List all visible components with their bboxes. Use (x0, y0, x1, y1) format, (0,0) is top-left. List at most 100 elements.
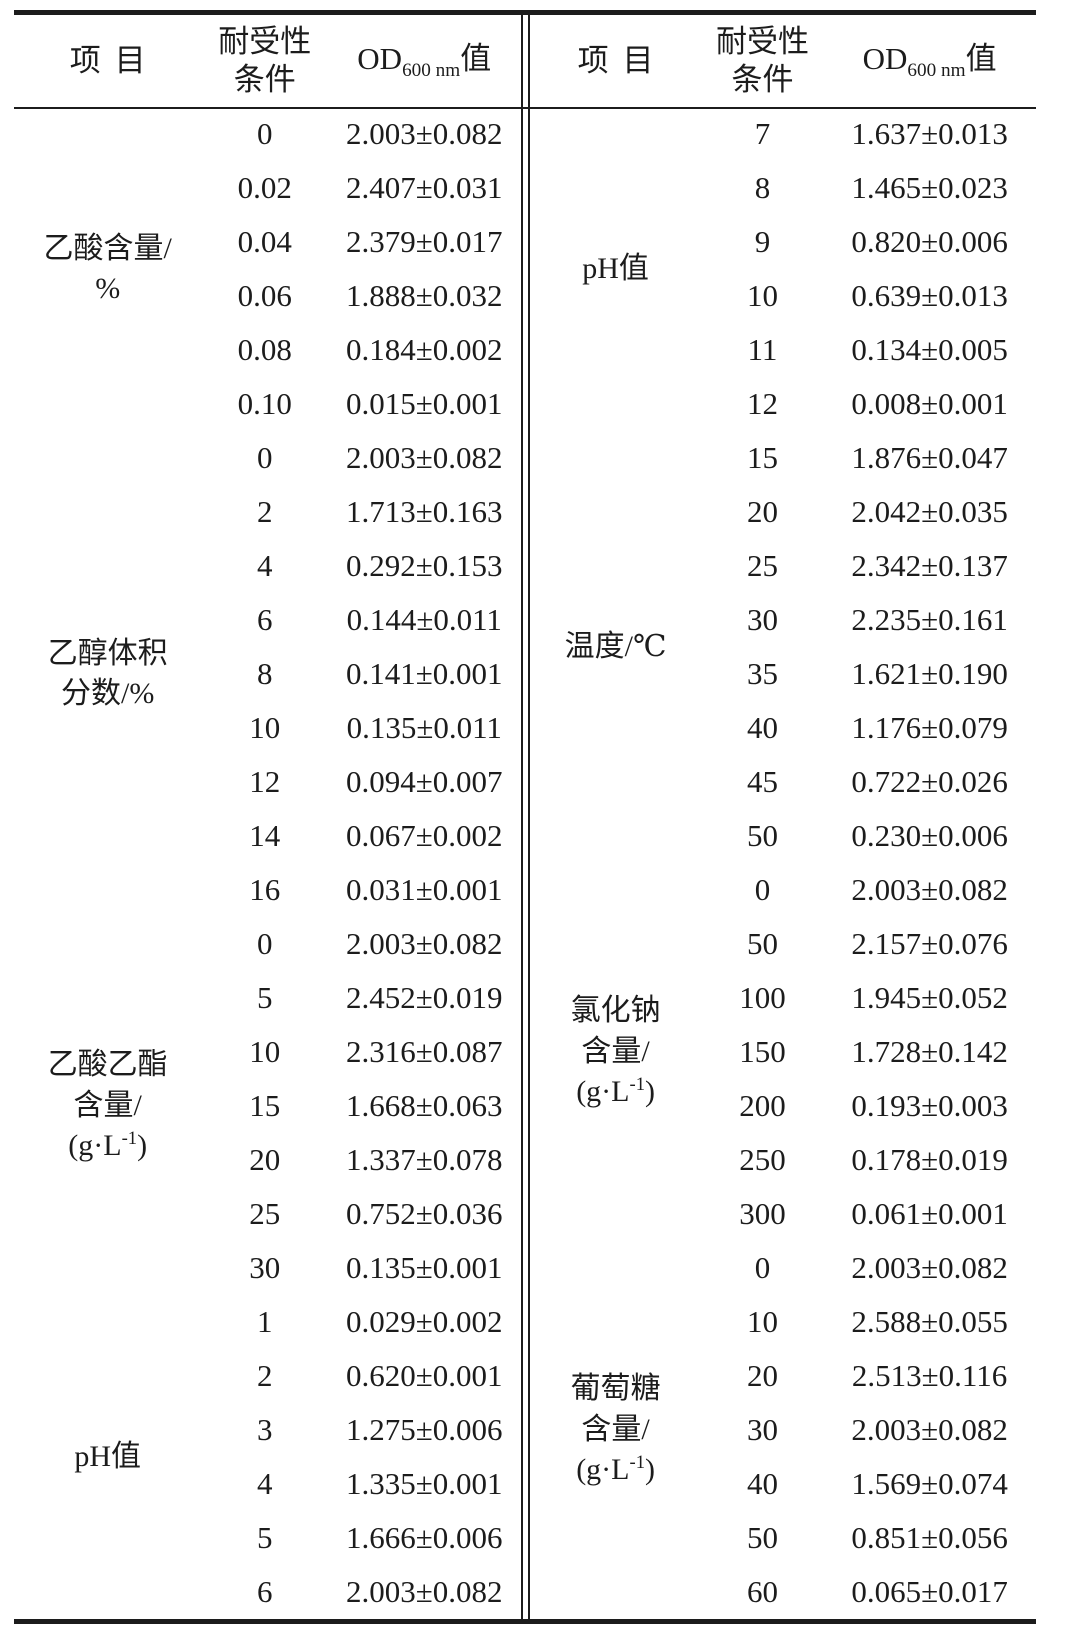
condition-value-glucose-content: 50 (746, 1520, 778, 1555)
od600-value-sodium-chloride-content: 0.178±0.019 (851, 1142, 1008, 1177)
od600-value-ethyl-acetate-content: 2.003±0.082 (345, 926, 503, 961)
condition-value-ethanol-volume-fraction: 14 (249, 818, 281, 853)
od600-value-temperature: 2.342±0.137 (851, 548, 1008, 583)
od600-value-ethyl-acetate-content: 0.135±0.001 (345, 1250, 503, 1285)
condition-value-ph-value-left: 3 (256, 1412, 273, 1447)
condition-value-temperature: 30 (746, 602, 778, 637)
condition-value-temperature: 45 (746, 764, 778, 799)
group-label-ph-value-right: pH值 (582, 251, 649, 285)
condition-value-ethanol-volume-fraction: 6 (256, 602, 273, 637)
column-header-od600: OD600 nm值 (357, 40, 492, 81)
group-label-temperature: 温度/℃ (564, 629, 667, 663)
condition-value-acetic-acid-content: 0.06 (237, 278, 292, 313)
condition-value-ethyl-acetate-content: 0 (256, 926, 273, 961)
od600-value-glucose-content: 2.003±0.082 (851, 1412, 1008, 1447)
condition-value-glucose-content: 20 (746, 1358, 778, 1393)
table-body-right: pH值 7 1.637±0.013 8 1.465±0.023 9 0.820±0.006 1… (530, 107, 1037, 1619)
condition-value-acetic-acid-content: 0.04 (237, 224, 292, 259)
od600-value-ph-value-left: 1.275±0.006 (345, 1412, 503, 1447)
condition-value-ethanol-volume-fraction: 4 (256, 548, 273, 583)
condition-value-temperature: 15 (746, 440, 778, 475)
column-header-item: 项目 (577, 43, 668, 79)
od600-value-acetic-acid-content: 0.184±0.002 (345, 332, 503, 367)
od600-value-ethanol-volume-fraction: 0.141±0.001 (345, 656, 503, 691)
condition-value-temperature: 40 (746, 710, 778, 745)
od600-value-ethanol-volume-fraction: 2.003±0.082 (345, 440, 503, 475)
condition-value-acetic-acid-content: 0 (256, 116, 273, 151)
table-body-left: 乙酸含量/% 0 2.003±0.082 0.02 2.407±0.031 0.04 2.3… (14, 107, 521, 1619)
od600-value-glucose-content: 2.513±0.116 (851, 1358, 1008, 1393)
od600-value-ethanol-volume-fraction: 0.067±0.002 (345, 818, 503, 853)
column-header-condition: 耐受性 条件 (201, 23, 328, 99)
condition-value-sodium-chloride-content: 300 (739, 1196, 786, 1231)
header-separator-line (14, 107, 1036, 109)
condition-value-glucose-content: 10 (746, 1304, 778, 1339)
condition-value-ethyl-acetate-content: 30 (249, 1250, 281, 1285)
od600-value-temperature: 1.621±0.190 (851, 656, 1008, 691)
condition-header-line1: 耐受性 (218, 24, 312, 60)
condition-value-ethyl-acetate-content: 5 (256, 980, 273, 1015)
od600-value-acetic-acid-content: 2.407±0.031 (345, 170, 503, 205)
group-label-ph-value-left: pH值 (74, 1439, 142, 1473)
condition-value-ph-value-right: 12 (746, 386, 778, 421)
od600-value-acetic-acid-content: 2.379±0.017 (345, 224, 503, 259)
condition-value-sodium-chloride-content: 250 (739, 1142, 786, 1177)
column-header-item: 项目 (69, 43, 160, 79)
condition-value-ethyl-acetate-content: 25 (249, 1196, 281, 1231)
od600-value-ph-value-right: 1.465±0.023 (851, 170, 1008, 205)
condition-value-ph-value-left: 4 (256, 1466, 273, 1501)
group-label-sodium-chloride-content: 氯化钠 含量/(g·L-1) (570, 994, 661, 1109)
od600-value-temperature: 1.876±0.047 (851, 440, 1008, 475)
od600-value-ethyl-acetate-content: 2.452±0.019 (345, 980, 503, 1015)
table-header-right: 项目 耐受性 条件 OD600 nm值 (530, 15, 1037, 107)
condition-value-ethanol-volume-fraction: 12 (249, 764, 281, 799)
od600-value-acetic-acid-content: 2.003±0.082 (345, 116, 503, 151)
od600-value-sodium-chloride-content: 0.061±0.001 (851, 1196, 1008, 1231)
condition-value-glucose-content: 30 (746, 1412, 778, 1447)
condition-value-acetic-acid-content: 0.02 (237, 170, 292, 205)
condition-value-temperature: 50 (746, 818, 778, 853)
condition-value-acetic-acid-content: 0.08 (237, 332, 292, 367)
tolerance-results-table: 项目 耐受性 条件 OD600 nm值 乙酸含量/% 0 2.003±0.082 0.… (14, 10, 1036, 1624)
od600-value-ethanol-volume-fraction: 0.031±0.001 (345, 872, 503, 907)
condition-value-sodium-chloride-content: 100 (739, 980, 786, 1015)
condition-value-ph-value-left: 6 (256, 1574, 273, 1609)
od600-value-acetic-acid-content: 1.888±0.032 (345, 278, 503, 313)
condition-value-acetic-acid-content: 0.10 (237, 386, 292, 421)
od600-value-glucose-content: 0.851±0.056 (851, 1520, 1008, 1555)
condition-value-temperature: 20 (746, 494, 778, 529)
condition-header-line2: 条件 (233, 62, 296, 97)
condition-value-ph-value-right: 8 (754, 170, 771, 205)
od600-value-glucose-content: 0.065±0.017 (851, 1574, 1008, 1609)
od600-value-ph-value-left: 2.003±0.082 (345, 1574, 503, 1609)
condition-value-temperature: 35 (746, 656, 778, 691)
condition-value-ethanol-volume-fraction: 16 (249, 872, 281, 907)
od600-value-ethanol-volume-fraction: 0.144±0.011 (346, 602, 502, 637)
od600-value-sodium-chloride-content: 2.157±0.076 (851, 926, 1008, 961)
od600-value-ethyl-acetate-content: 1.668±0.063 (345, 1088, 503, 1123)
od600-value-temperature: 0.230±0.006 (851, 818, 1008, 853)
condition-value-ethyl-acetate-content: 15 (249, 1088, 281, 1123)
od600-value-ethyl-acetate-content: 2.316±0.087 (345, 1034, 503, 1069)
od600-value-ethyl-acetate-content: 1.337±0.078 (345, 1142, 503, 1177)
column-divider-double-rule (520, 15, 530, 1619)
od600-value-ph-value-right: 0.820±0.006 (851, 224, 1008, 259)
group-label-glucose-content: 葡萄糖 含量/(g·L-1) (570, 1372, 661, 1487)
condition-value-ethyl-acetate-content: 10 (249, 1034, 281, 1069)
condition-value-ph-value-right: 10 (746, 278, 778, 313)
od600-value-ph-value-left: 0.029±0.002 (345, 1304, 503, 1339)
od600-value-ph-value-right: 1.637±0.013 (851, 116, 1008, 151)
od600-value-temperature: 0.722±0.026 (851, 764, 1008, 799)
table-right-half: 项目 耐受性 条件 OD600 nm值 pH值 7 1.637±0.013 8 1.46… (530, 15, 1037, 1619)
od600-value-ethanol-volume-fraction: 1.713±0.163 (345, 494, 503, 529)
od600-value-glucose-content: 2.588±0.055 (851, 1304, 1008, 1339)
column-header-od600: OD600 nm值 (862, 40, 997, 81)
group-label-acetic-acid-content: 乙酸含量/% (43, 231, 172, 306)
od600-value-temperature: 1.176±0.079 (851, 710, 1008, 745)
od600-value-ethyl-acetate-content: 0.752±0.036 (345, 1196, 503, 1231)
od600-value-ethanol-volume-fraction: 0.094±0.007 (345, 764, 503, 799)
condition-value-ethanol-volume-fraction: 10 (249, 710, 281, 745)
od600-value-temperature: 2.042±0.035 (851, 494, 1008, 529)
condition-value-sodium-chloride-content: 200 (739, 1088, 786, 1123)
od600-value-acetic-acid-content: 0.015±0.001 (345, 386, 503, 421)
